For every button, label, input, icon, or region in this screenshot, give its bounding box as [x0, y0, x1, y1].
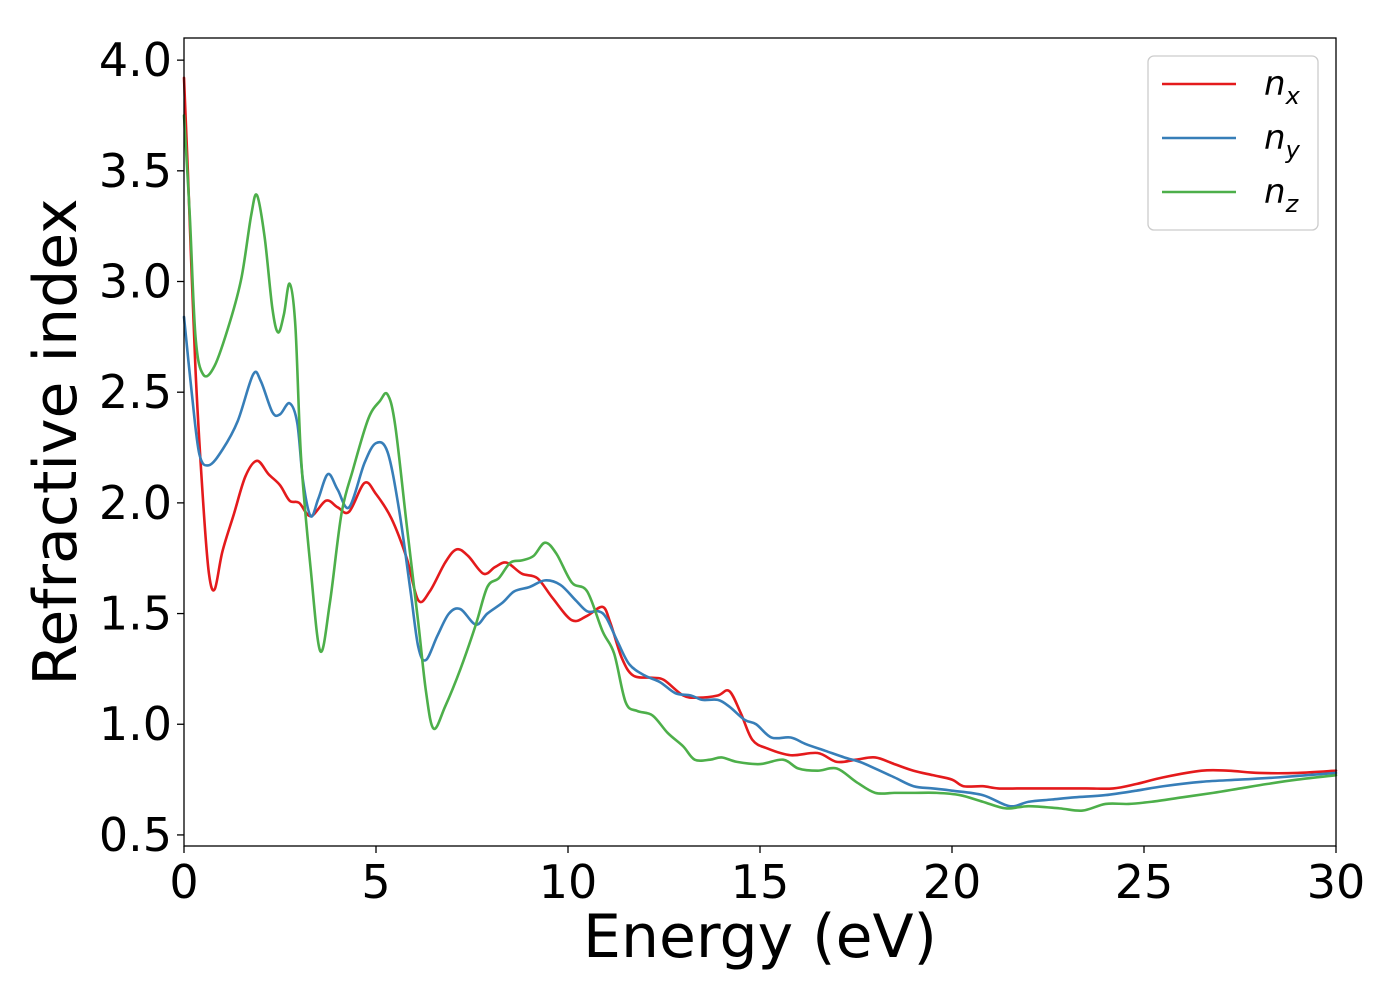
y-tick-label: 3.5 — [99, 144, 172, 198]
series-line-nx — [182, 76, 1338, 791]
legend-subscript: x — [1285, 82, 1301, 110]
x-tick-label: 20 — [923, 855, 982, 909]
legend-box — [1147, 55, 1319, 231]
y-axis-label: Refractive index — [21, 198, 91, 685]
legend-subscript: y — [1285, 136, 1301, 164]
y-tick-label: 3.0 — [99, 255, 172, 309]
y-tick-label: 1.5 — [99, 587, 172, 641]
x-tick-label: 0 — [169, 855, 198, 909]
x-tick-label: 30 — [1307, 855, 1366, 909]
y-tick-label: 1.0 — [99, 697, 172, 751]
x-tick-label: 15 — [731, 855, 790, 909]
series-line-nz — [182, 114, 1338, 813]
y-tick-label: 0.5 — [99, 808, 172, 862]
x-tick-label: 25 — [1115, 855, 1174, 909]
y-axis: 0.5 1.0 1.5 2.0 2.5 3.0 3.5 4.0 — [99, 33, 184, 862]
x-axis-label: Energy (eV) — [583, 902, 937, 972]
legend-subscript: z — [1285, 190, 1300, 218]
x-tick-label: 5 — [361, 855, 390, 909]
y-tick-label: 4.0 — [99, 33, 172, 87]
x-tick-label: 10 — [539, 855, 598, 909]
x-axis: 0 5 10 15 20 25 30 — [169, 846, 1365, 909]
y-tick-label: 2.5 — [99, 365, 172, 419]
y-tick-label: 2.0 — [99, 476, 172, 530]
series-layer — [182, 76, 1338, 813]
